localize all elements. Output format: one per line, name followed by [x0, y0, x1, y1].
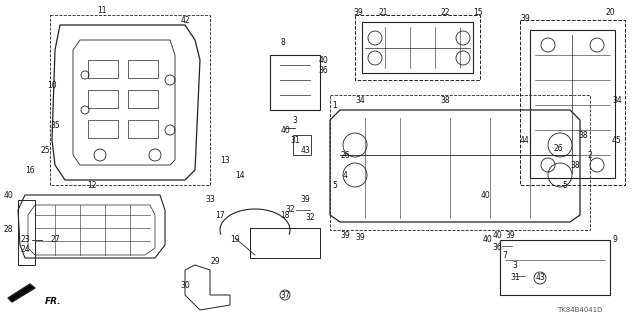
Bar [500, 240, 610, 295]
Text: 3: 3 [513, 260, 517, 269]
Text: 40: 40 [318, 55, 328, 65]
Text: 14: 14 [235, 171, 245, 180]
Text: 26: 26 [553, 143, 563, 153]
Text: 11: 11 [97, 5, 107, 14]
Text: 31: 31 [290, 135, 300, 145]
Bar [293, 135, 311, 155]
Text: 43: 43 [300, 146, 310, 155]
Text: 40: 40 [482, 236, 492, 244]
Text: 21: 21 [378, 7, 388, 17]
Text: 12: 12 [87, 180, 97, 189]
Text: 32: 32 [305, 213, 315, 222]
Text: 45: 45 [612, 135, 622, 145]
Text: 38: 38 [570, 161, 580, 170]
Text: 37: 37 [280, 291, 290, 300]
Text: 33: 33 [205, 196, 215, 204]
Text: 13: 13 [220, 156, 230, 164]
Text: 22: 22 [440, 7, 450, 17]
Text: 8: 8 [280, 37, 285, 46]
Text: 29: 29 [210, 258, 220, 267]
Text: 5: 5 [333, 180, 337, 189]
Text: 9: 9 [612, 236, 618, 244]
Text: 28: 28 [3, 226, 13, 235]
Bar [88, 120, 118, 138]
Text: 2: 2 [588, 150, 593, 159]
Bar [128, 60, 158, 78]
Text: 34: 34 [612, 95, 622, 105]
Text: 35: 35 [50, 121, 60, 130]
Text: 5: 5 [563, 180, 568, 189]
Text: 4: 4 [342, 171, 348, 180]
Text: 24: 24 [20, 245, 30, 254]
Text: 20: 20 [605, 7, 615, 17]
Bar [270, 55, 320, 110]
Text: 40: 40 [280, 125, 290, 134]
Text: 39: 39 [353, 7, 363, 17]
Text: 26: 26 [340, 150, 350, 159]
Polygon shape [8, 284, 35, 302]
Text: 36: 36 [492, 244, 502, 252]
Text: 18: 18 [280, 211, 290, 220]
Text: 7: 7 [502, 251, 508, 260]
Bar [128, 120, 158, 138]
Bar [128, 90, 158, 108]
Text: FR.: FR. [45, 298, 61, 307]
Text: 39: 39 [505, 230, 515, 239]
Text: 25: 25 [40, 146, 50, 155]
Text: 40: 40 [3, 190, 13, 199]
Text: 42: 42 [180, 15, 190, 25]
Text: 40: 40 [492, 230, 502, 239]
Text: 38: 38 [578, 131, 588, 140]
Text: 34: 34 [355, 95, 365, 105]
Text: 17: 17 [215, 211, 225, 220]
Bar [88, 90, 118, 108]
Text: 15: 15 [473, 7, 483, 17]
Text: 27: 27 [50, 236, 60, 244]
Text: 39: 39 [355, 234, 365, 243]
Text: 19: 19 [230, 236, 240, 244]
Text: TK84B4041D: TK84B4041D [557, 307, 603, 313]
Bar [88, 60, 118, 78]
Text: 3: 3 [292, 116, 298, 124]
Text: 30: 30 [180, 281, 190, 290]
Text: 39: 39 [340, 230, 350, 239]
Text: 38: 38 [440, 95, 450, 105]
Text: 31: 31 [510, 274, 520, 283]
Text: 39: 39 [520, 13, 530, 22]
Text: 39: 39 [300, 196, 310, 204]
Text: 23: 23 [20, 236, 30, 244]
Text: 40: 40 [480, 190, 490, 199]
Text: 36: 36 [318, 66, 328, 75]
Text: 32: 32 [285, 205, 295, 214]
Text: 44: 44 [520, 135, 530, 145]
Text: 43: 43 [535, 274, 545, 283]
Text: 10: 10 [47, 81, 57, 90]
Text: 1: 1 [333, 100, 337, 109]
Text: 16: 16 [25, 165, 35, 174]
